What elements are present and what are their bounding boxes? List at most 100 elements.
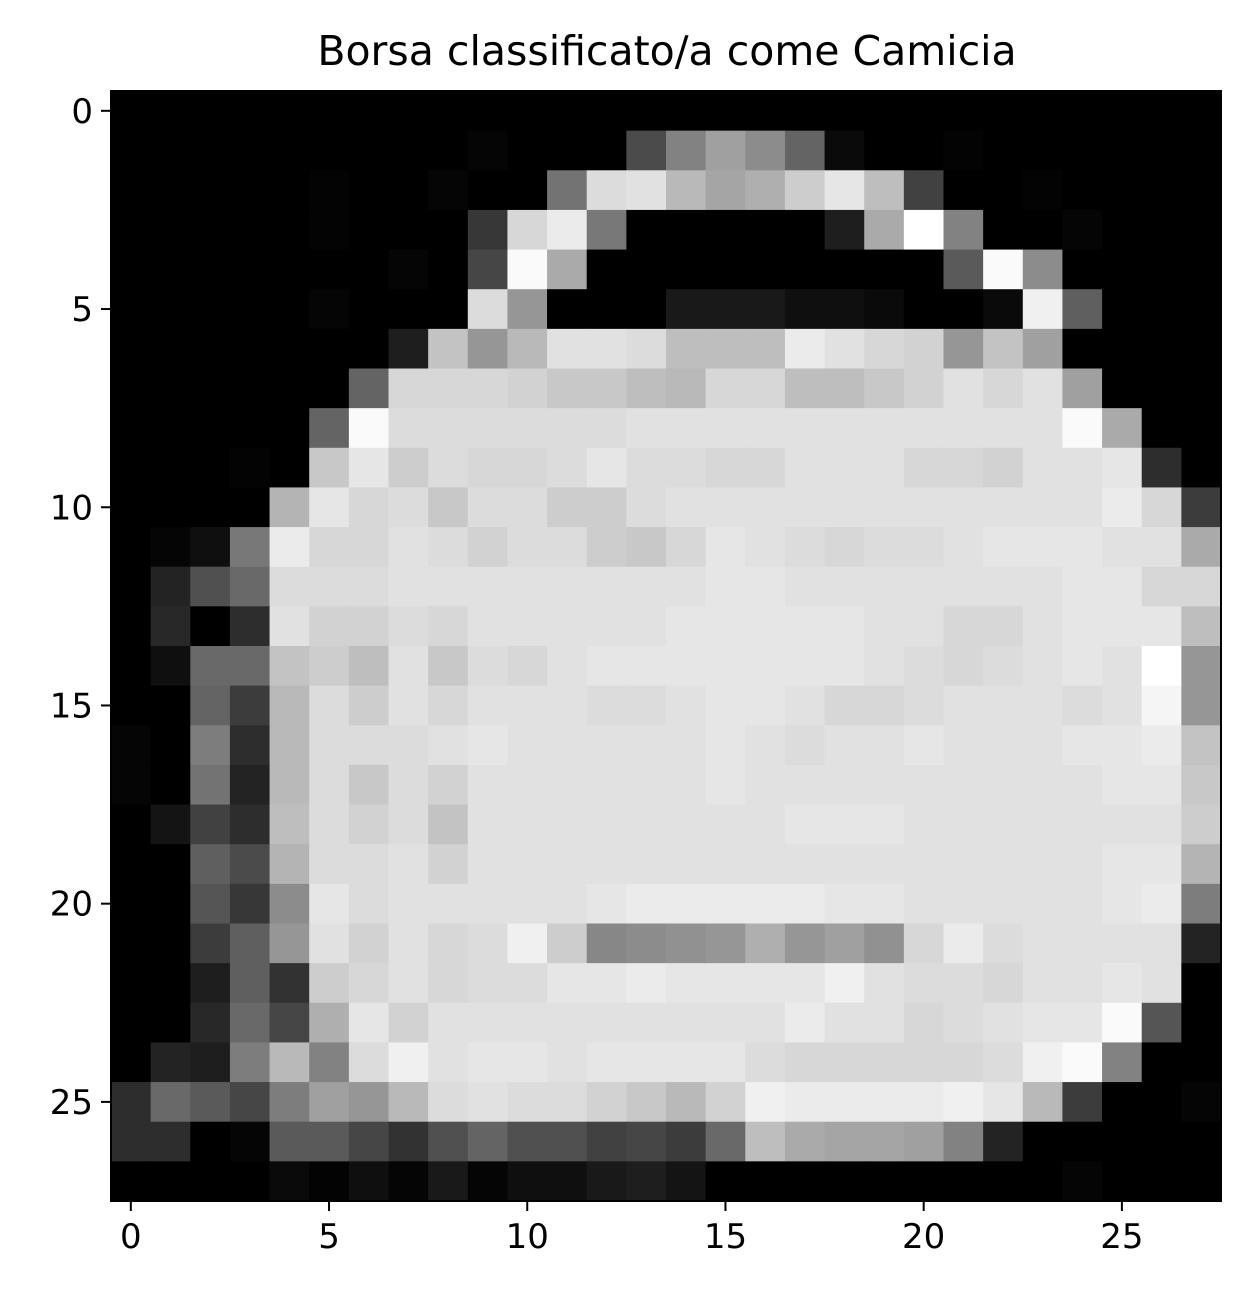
heatmap-cell — [467, 130, 509, 171]
heatmap-cell — [1181, 764, 1222, 806]
heatmap-cell — [824, 91, 865, 132]
heatmap-cell — [467, 447, 509, 489]
heatmap-cell — [864, 923, 905, 964]
heatmap-cell — [309, 447, 350, 489]
heatmap-cell — [111, 646, 152, 687]
heatmap-cell — [547, 566, 588, 607]
heatmap-cell — [1181, 923, 1222, 964]
heatmap-cell — [269, 685, 310, 726]
heatmap-cell — [943, 447, 984, 489]
x-tick-label: 25 — [1100, 1217, 1143, 1257]
heatmap-cell — [864, 1002, 905, 1044]
x-tick-label: 5 — [318, 1217, 340, 1257]
heatmap-cell — [467, 527, 509, 568]
heatmap-cell — [309, 368, 350, 409]
heatmap-cell — [388, 883, 429, 925]
heatmap-cell — [547, 289, 588, 330]
heatmap-cell — [586, 1082, 627, 1123]
heatmap-cell — [626, 566, 667, 607]
heatmap-cell — [229, 130, 271, 171]
heatmap-cell — [507, 328, 548, 370]
heatmap-cell — [150, 487, 191, 528]
heatmap-cell — [903, 91, 945, 132]
heatmap-cell — [705, 844, 746, 885]
heatmap-cell — [190, 130, 231, 171]
heatmap-cell — [111, 1161, 152, 1202]
heatmap-cell — [705, 170, 746, 211]
heatmap-cell — [784, 725, 826, 766]
heatmap-cell — [1141, 289, 1182, 330]
heatmap-cell — [150, 725, 191, 766]
heatmap-cell — [666, 1082, 707, 1123]
heatmap-cell — [348, 527, 390, 568]
heatmap-cell — [983, 1042, 1024, 1083]
heatmap-cell — [348, 328, 390, 370]
heatmap-cell — [467, 844, 509, 885]
heatmap-cell — [467, 328, 509, 370]
heatmap-cell — [1181, 685, 1222, 726]
heatmap-cell — [388, 606, 429, 647]
heatmap-cell — [348, 764, 390, 806]
heatmap-cell — [388, 685, 429, 726]
heatmap-cell — [586, 685, 627, 726]
x-tick-label: 0 — [120, 1217, 142, 1257]
heatmap-cell — [705, 328, 746, 370]
heatmap-cell — [903, 804, 945, 845]
heatmap-cell — [1102, 685, 1143, 726]
heatmap-cell — [507, 249, 548, 290]
heatmap-cell — [547, 487, 588, 528]
heatmap-cell — [190, 566, 231, 607]
heatmap-cell — [229, 725, 271, 766]
heatmap-cell — [507, 883, 548, 925]
heatmap-cell — [1102, 1082, 1143, 1123]
heatmap-cell — [1062, 725, 1103, 766]
heatmap-cell — [309, 1082, 350, 1123]
heatmap-cell — [824, 923, 865, 964]
heatmap-cell — [666, 923, 707, 964]
heatmap-cell — [428, 963, 469, 1004]
heatmap-cell — [983, 685, 1024, 726]
heatmap-cell — [864, 685, 905, 726]
heatmap-cell — [943, 844, 984, 885]
heatmap-cell — [388, 725, 429, 766]
heatmap-cell — [586, 527, 627, 568]
heatmap-cell — [824, 1002, 865, 1044]
heatmap-cell — [111, 685, 152, 726]
heatmap-cell — [784, 1082, 826, 1123]
heatmap-cell — [784, 408, 826, 449]
heatmap-cell — [586, 447, 627, 489]
heatmap-cell — [229, 447, 271, 489]
heatmap-cell — [864, 1121, 905, 1162]
heatmap-cell — [428, 1161, 469, 1202]
heatmap-cell — [1181, 725, 1222, 766]
heatmap-cell — [1102, 249, 1143, 290]
heatmap-cell — [467, 1002, 509, 1044]
heatmap-cell — [784, 447, 826, 489]
heatmap-cell — [1102, 566, 1143, 607]
heatmap-cell — [229, 606, 271, 647]
heatmap-cell — [269, 1161, 310, 1202]
heatmap-cell — [983, 408, 1024, 449]
heatmap-cell — [348, 368, 390, 409]
heatmap-cell — [1181, 1002, 1222, 1044]
heatmap-cell — [626, 1002, 667, 1044]
heatmap-cell — [666, 1161, 707, 1202]
heatmap-cell — [428, 368, 469, 409]
heatmap-cell — [467, 289, 509, 330]
heatmap-cell — [507, 606, 548, 647]
chart-title: Borsa classificato/a come Camicia — [317, 27, 1016, 75]
heatmap-cell — [626, 487, 667, 528]
heatmap-cell — [626, 646, 667, 687]
heatmap-cell — [824, 328, 865, 370]
heatmap-cell — [705, 1082, 746, 1123]
heatmap-cell — [269, 883, 310, 925]
heatmap-cell — [864, 368, 905, 409]
heatmap-cell — [1141, 1082, 1182, 1123]
heatmap-cell — [428, 844, 469, 885]
heatmap-cell — [111, 804, 152, 845]
heatmap-cell — [864, 487, 905, 528]
heatmap-cell — [705, 566, 746, 607]
heatmap-cell — [388, 963, 429, 1004]
heatmap-cell — [983, 646, 1024, 687]
heatmap-cell — [745, 249, 786, 290]
